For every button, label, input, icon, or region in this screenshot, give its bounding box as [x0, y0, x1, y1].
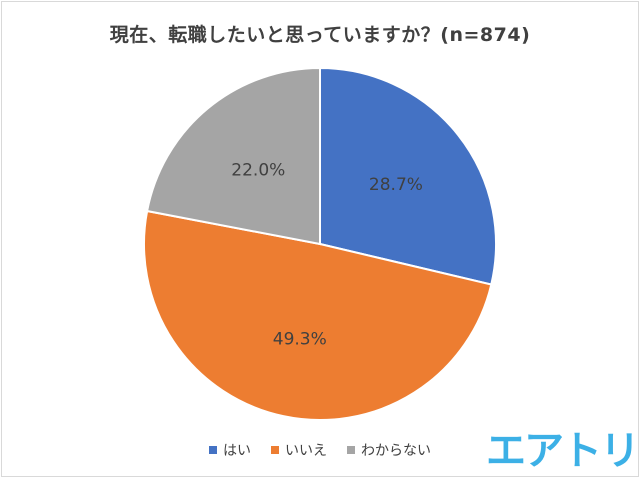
legend-swatch-wakaranai — [347, 446, 355, 454]
legend-label-wakaranai: わからない — [361, 443, 431, 459]
legend-label-hai: はい — [223, 443, 251, 459]
legend-item-hai: はい — [209, 440, 251, 460]
pie-slice-iie — [142, 209, 493, 421]
legend-swatch-iie — [271, 446, 279, 454]
airtrip-logo: エアトリ — [486, 428, 640, 474]
legend: はい いいえ わからない — [0, 440, 640, 460]
legend-item-iie: いいえ — [271, 440, 327, 460]
chart-title: 現在、転職したいと思っていますか？(n=874) — [109, 24, 531, 46]
legend-swatch-hai — [209, 446, 217, 454]
legend-label-iie: いいえ — [285, 443, 327, 459]
slice-label-wakaranai: 22.0% — [231, 160, 285, 180]
pie-slice-wakaranai — [145, 66, 321, 246]
slice-label-hai: 28.7% — [369, 175, 423, 195]
slice-label-iie: 49.3% — [273, 330, 327, 350]
pie-slice-hai — [319, 66, 497, 286]
legend-item-wakaranai: わからない — [347, 440, 431, 460]
